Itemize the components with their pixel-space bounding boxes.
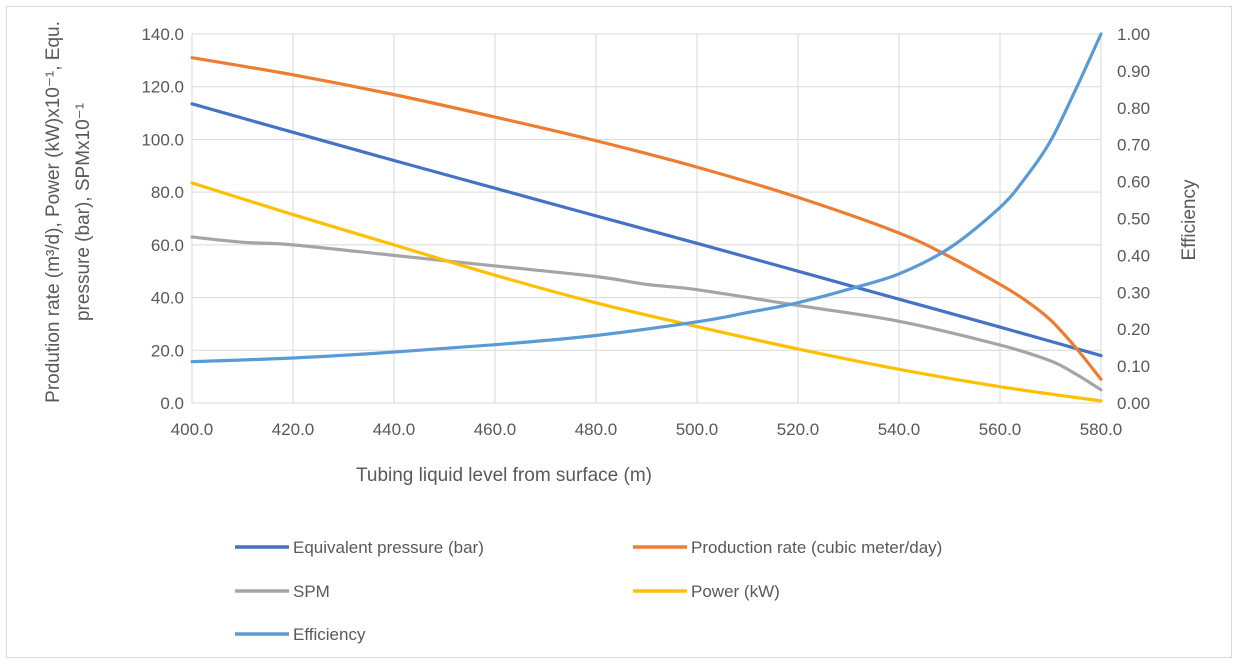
y2-tick-label: 0.30 (1117, 283, 1150, 302)
gridlines (191, 33, 1102, 404)
y-tick-label: 20.0 (151, 341, 184, 360)
legend-label: Power (kW) (691, 582, 780, 601)
x-tick-label: 500.0 (676, 420, 719, 439)
x-tick-label: 420.0 (272, 420, 315, 439)
y2-tick-label: 0.60 (1117, 173, 1150, 192)
y-tick-label: 40.0 (151, 289, 184, 308)
x-tick-label: 560.0 (979, 420, 1022, 439)
y2-tick-label: 0.80 (1117, 99, 1150, 118)
line-chart: 400.0 420.0 440.0 460.0 480.0 500.0 520.0 540.0… (43, 21, 1200, 644)
series-line-1 (190, 56, 1103, 381)
y2-tick-label: 0.90 (1117, 62, 1150, 81)
x-tick-label: 540.0 (878, 420, 921, 439)
y2-tick-label: 0.40 (1117, 246, 1150, 265)
y-tick-label: 60.0 (151, 236, 184, 255)
legend-label: Efficiency (293, 625, 366, 644)
y2-tick-label: 0.70 (1117, 136, 1150, 155)
x-tick-label: 480.0 (575, 420, 618, 439)
y-axis-label-line2: pressure (bar), SPMx10⁻¹ (73, 103, 94, 321)
y2-tick-label: 0.00 (1117, 394, 1150, 413)
y-tick-label: 0.0 (160, 394, 184, 413)
y2-axis-label: Efficiency (1179, 179, 1200, 260)
y-tick-label: 80.0 (151, 183, 184, 202)
legend-label: Production rate (cubic meter/day) (691, 538, 942, 557)
x-tick-label: 440.0 (373, 420, 416, 439)
chart-frame: 400.0 420.0 440.0 460.0 480.0 500.0 520.0 540.0… (6, 6, 1232, 658)
x-axis-label: Tubing liquid level from surface (m) (356, 465, 652, 486)
series-line-0 (190, 102, 1103, 358)
x-tick-label: 460.0 (474, 420, 517, 439)
series-line-3 (190, 181, 1103, 403)
x-tick-label: 580.0 (1080, 420, 1123, 439)
series-lines (190, 32, 1103, 403)
y-axis-label-line1: Prodution rate (m³/d), Power (kW)x10⁻¹, … (43, 21, 64, 403)
x-tick-label: 520.0 (777, 420, 820, 439)
y-tick-label: 120.0 (141, 78, 184, 97)
tick-labels: 400.0 420.0 440.0 460.0 480.0 500.0 520.0 540.0… (141, 25, 1150, 439)
series-line-4 (190, 32, 1103, 364)
y-tick-label: 140.0 (141, 25, 184, 44)
y-tick-label: 100.0 (141, 130, 184, 149)
y2-tick-label: 0.20 (1117, 320, 1150, 339)
y2-tick-label: 0.10 (1117, 357, 1150, 376)
series-line-2 (190, 235, 1103, 392)
legend: Equivalent pressure (bar) Production rate… (235, 538, 942, 644)
legend-label: Equivalent pressure (bar) (293, 538, 484, 557)
legend-label: SPM (293, 582, 330, 601)
y2-tick-label: 0.50 (1117, 210, 1150, 229)
x-tick-label: 400.0 (171, 420, 214, 439)
y2-tick-label: 1.00 (1117, 25, 1150, 44)
